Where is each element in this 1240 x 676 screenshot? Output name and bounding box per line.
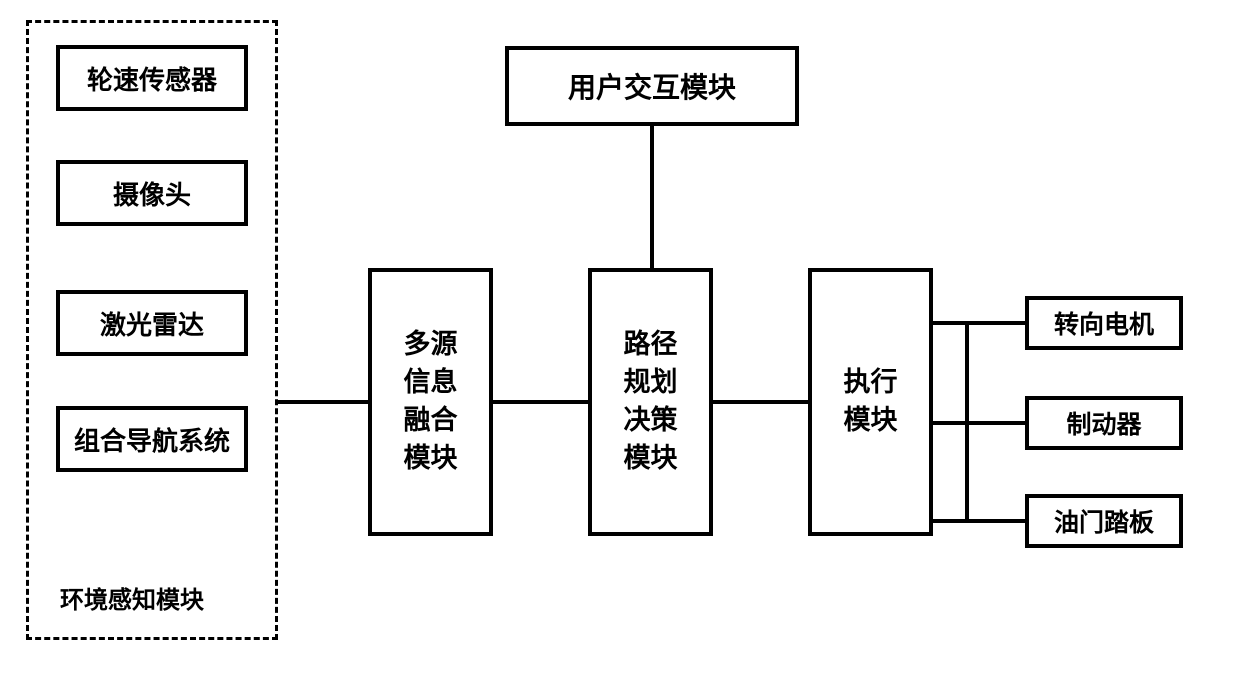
actuator-box-0: 转向电机 [1025,296,1183,350]
fusion-module-label: 多源信息融合模块 [401,326,460,477]
exec-module: 执行模块 [808,268,933,536]
connector-h-6 [933,519,1025,523]
connector-v-7 [965,321,969,521]
exec-module-label: 执行模块 [841,364,900,440]
connector-h-3 [713,400,808,404]
fusion-module: 多源信息融合模块 [368,268,493,536]
user-interaction-module: 用户交互模块 [505,46,799,126]
connector-h-4 [933,321,1025,325]
actuator-box-1: 制动器 [1025,396,1183,450]
planning-module: 路径规划决策模块 [588,268,713,536]
connector-h-5 [933,421,1025,425]
planning-module-label: 路径规划决策模块 [621,326,680,477]
sensor-box-0: 轮速传感器 [56,45,248,111]
sensor-box-1: 摄像头 [56,160,248,226]
connector-h-1 [278,400,368,404]
sensor-box-3: 组合导航系统 [56,406,248,472]
sensor-box-2: 激光雷达 [56,290,248,356]
actuator-box-2: 油门踏板 [1025,494,1183,548]
connector-h-2 [493,400,588,404]
sensor-group-label: 环境感知模块 [60,580,204,615]
connector-v-0 [650,126,654,268]
